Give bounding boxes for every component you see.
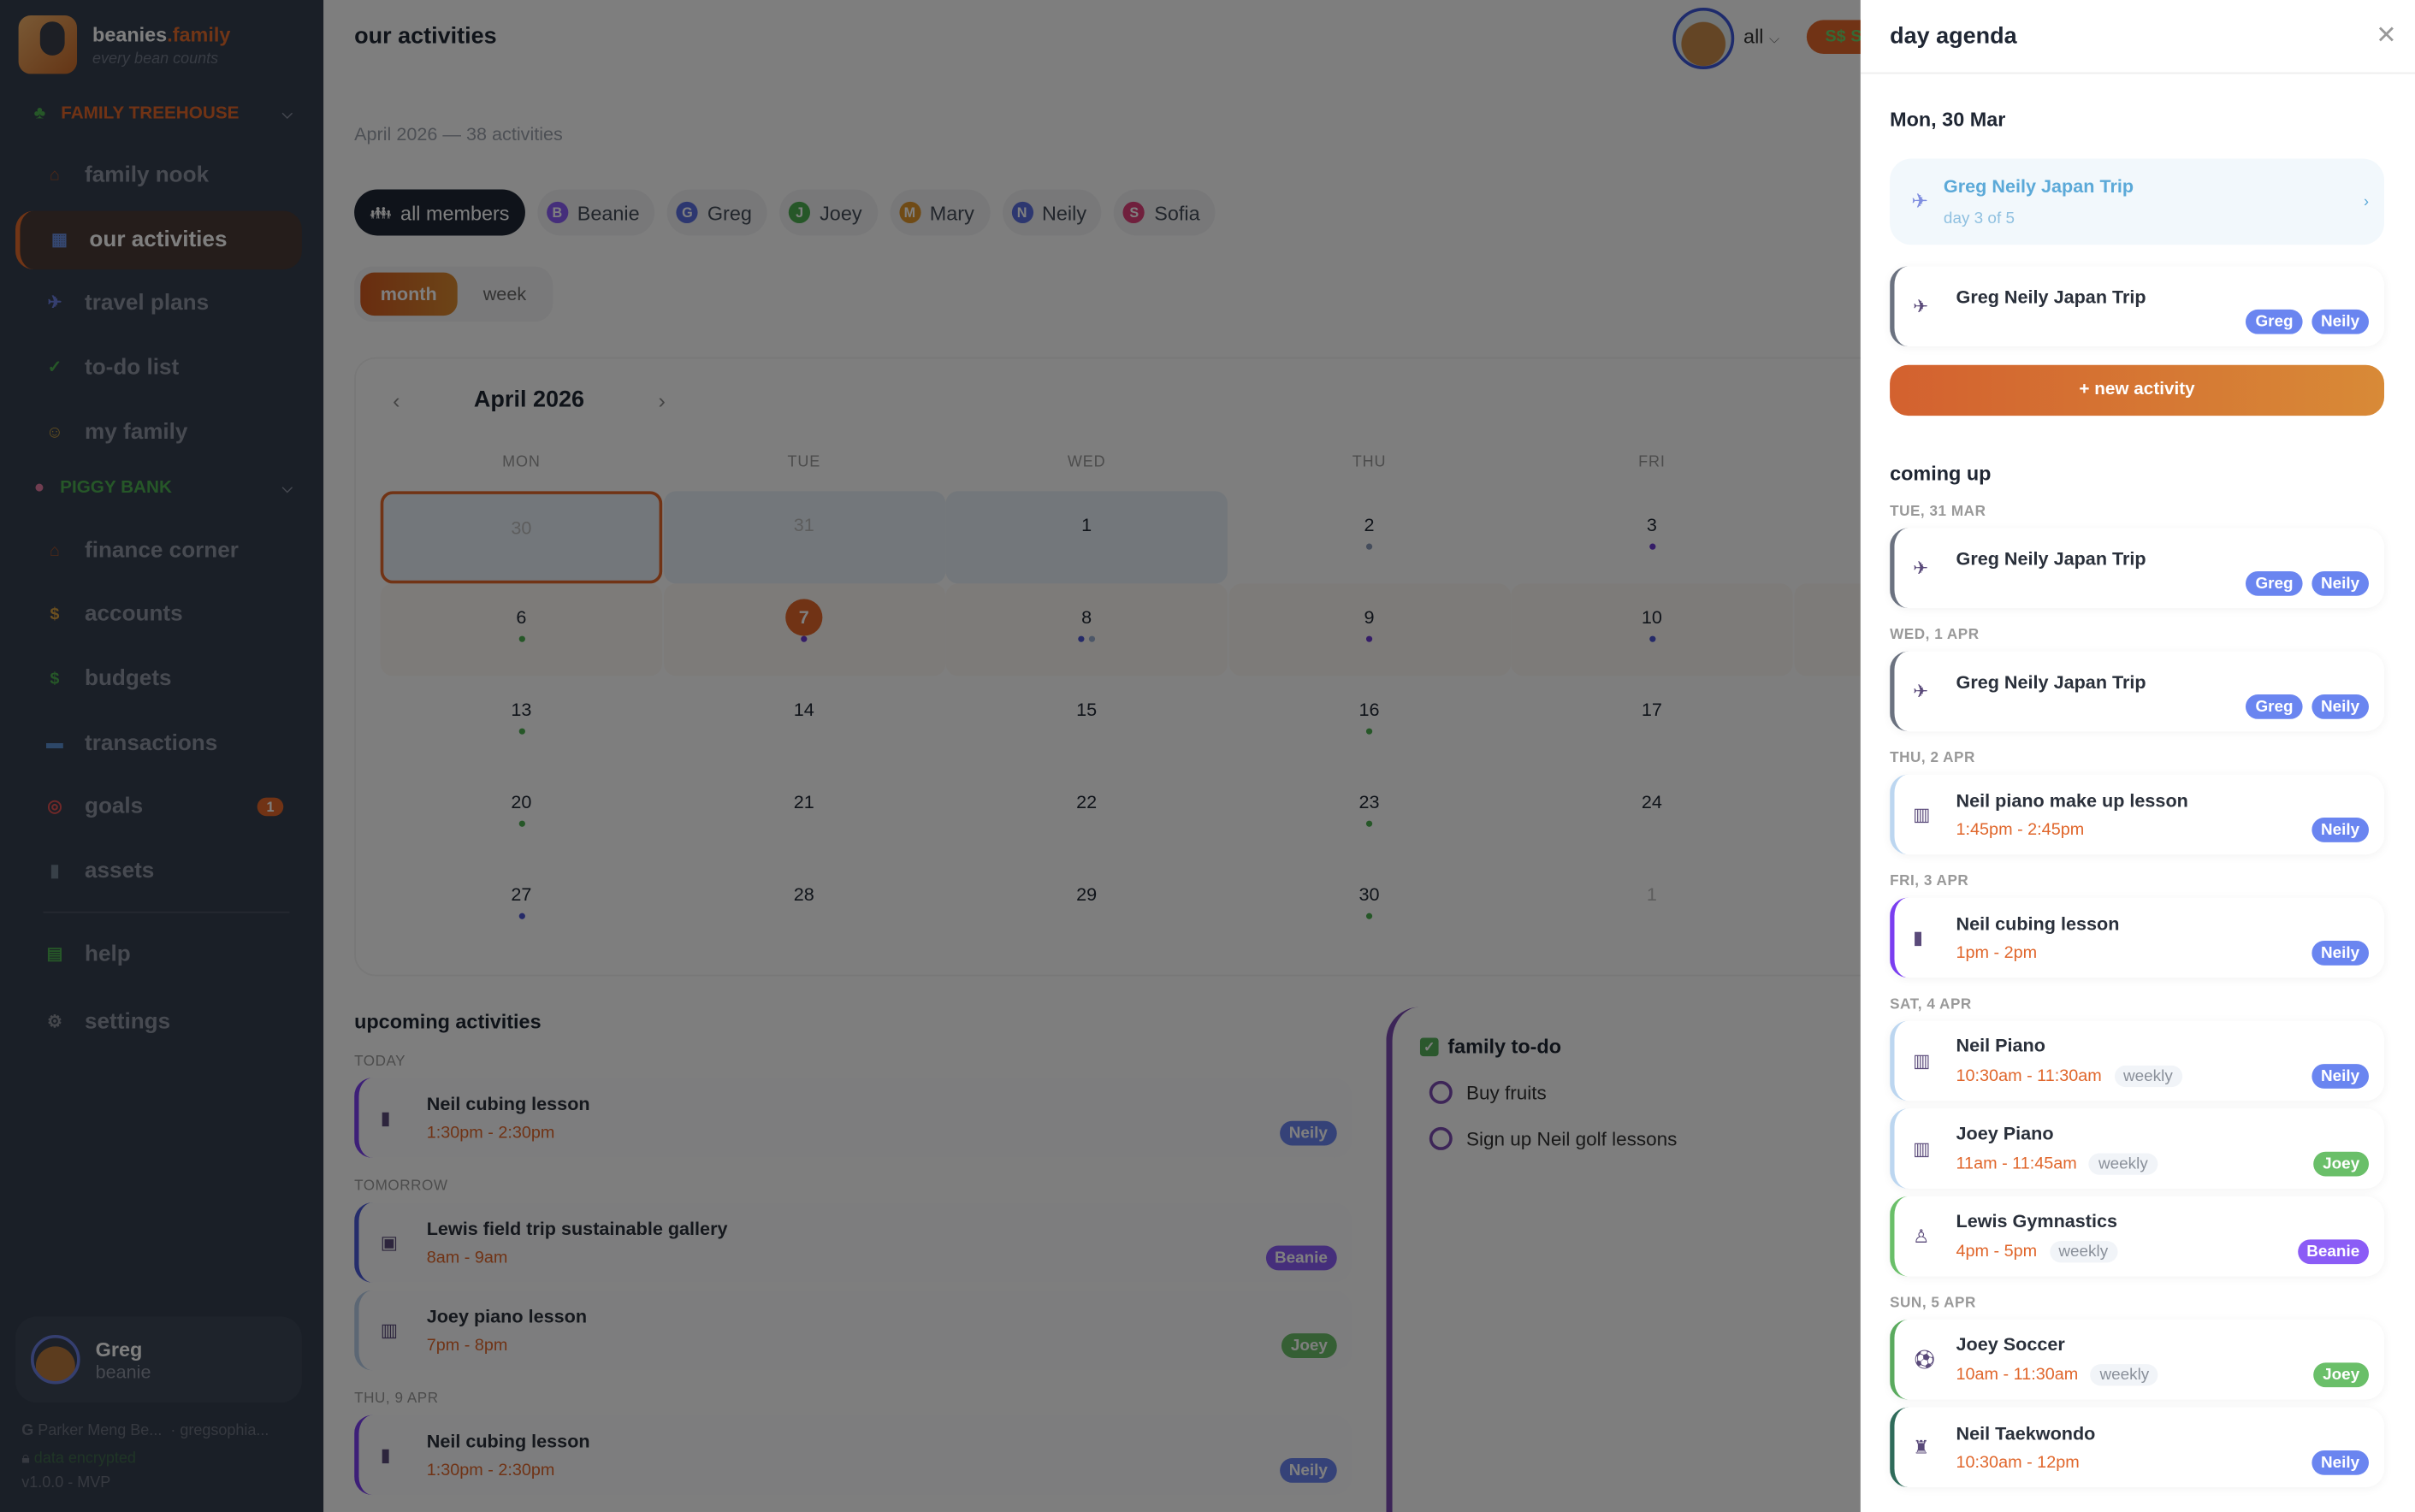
piano-icon: ▥ bbox=[1913, 1049, 1931, 1072]
activity-card[interactable]: ⚽ Joey Soccer 10am - 11:30am weekly Joey bbox=[1890, 1319, 2385, 1400]
activity-time: 1pm - 2pm bbox=[1956, 943, 2038, 963]
member-badge: Neily bbox=[2311, 1064, 2370, 1089]
activity-time: 1:45pm - 2:45pm bbox=[1956, 820, 2085, 840]
date-group-label: SUN, 5 APR bbox=[1890, 1295, 1976, 1312]
modal-backdrop[interactable] bbox=[0, 0, 1861, 1512]
member-badge: Neily bbox=[2311, 818, 2370, 842]
member-badge: Beanie bbox=[2297, 1239, 2370, 1265]
activity-name: Neil piano make up lesson bbox=[1956, 789, 2188, 812]
piano-icon: ▥ bbox=[1913, 803, 1931, 826]
day-agenda-panel: day agenda ✕ Mon, 30 Mar ✈ Greg Neily Ja… bbox=[1860, 0, 2415, 1512]
airplane-icon: ✈ bbox=[1913, 557, 1929, 579]
new-activity-button[interactable]: + new activity bbox=[1890, 364, 2385, 416]
date-group-label: TUE, 31 MAR bbox=[1890, 503, 1986, 521]
date-group-label: FRI, 3 APR bbox=[1890, 872, 1969, 890]
activity-name: Joey Piano bbox=[1956, 1122, 2054, 1144]
pinned-trip[interactable]: ✈ Greg Neily Japan Trip day 3 of 5 › bbox=[1890, 158, 2385, 245]
activity-card[interactable]: ✈ Greg Neily Japan Trip Greg Neily bbox=[1890, 266, 2385, 347]
activity-name: Greg Neily Japan Trip bbox=[1956, 670, 2146, 694]
chevron-right-icon: › bbox=[2363, 192, 2370, 210]
activity-card[interactable]: ▥ Neil piano make up lesson 1:45pm - 2:45p… bbox=[1890, 774, 2385, 855]
member-badge: Neily bbox=[2311, 694, 2370, 719]
activity-name: Greg Neily Japan Trip bbox=[1956, 286, 2146, 309]
soccer-ball-icon: ⚽ bbox=[1913, 1349, 1937, 1371]
panel-title: day agenda bbox=[1860, 0, 2415, 74]
activity-card[interactable]: ✈ Greg Neily Japan Trip Greg Neily bbox=[1890, 651, 2385, 732]
activity-card[interactable]: ✈ Greg Neily Japan Trip Greg Neily bbox=[1890, 528, 2385, 609]
activity-card[interactable]: ▮ Neil cubing lesson 1pm - 2pm Neily bbox=[1890, 897, 2385, 978]
martial-arts-uniform-icon: ♜ bbox=[1913, 1436, 1930, 1458]
activity-name: Greg Neily Japan Trip bbox=[1956, 547, 2146, 570]
activity-name: Neil Piano bbox=[1956, 1034, 2045, 1057]
activity-name: Neil Taekwondo bbox=[1956, 1422, 2096, 1444]
date-group-label: WED, 1 APR bbox=[1890, 626, 1980, 644]
activity-name: Lewis Gymnastics bbox=[1956, 1210, 2118, 1232]
member-badge: Greg bbox=[2246, 694, 2303, 719]
member-badge: Greg bbox=[2246, 570, 2303, 596]
recurrence-badge: weekly bbox=[2114, 1065, 2182, 1088]
member-badge: Neily bbox=[2311, 570, 2370, 596]
member-badge: Greg bbox=[2246, 309, 2303, 334]
close-icon[interactable]: ✕ bbox=[2376, 23, 2397, 50]
activity-card[interactable]: ▥ Joey Piano 11am - 11:45am weekly Joey bbox=[1890, 1108, 2385, 1189]
recurrence-badge: weekly bbox=[2090, 1364, 2159, 1386]
activity-card[interactable]: ▥ Neil Piano 10:30am - 11:30am weekly Neily bbox=[1890, 1020, 2385, 1102]
activity-time: 4pm - 5pm bbox=[1956, 1242, 2038, 1261]
recurrence-badge: weekly bbox=[2049, 1241, 2117, 1263]
activity-time: 10:30am - 12pm bbox=[1956, 1453, 2080, 1473]
airplane-icon: ✈ bbox=[1911, 189, 1928, 213]
airplane-icon: ✈ bbox=[1913, 295, 1929, 317]
pinned-trip-name: Greg Neily Japan Trip bbox=[1943, 175, 2134, 198]
activity-time: 10:30am - 11:30am bbox=[1956, 1066, 2102, 1086]
activity-card[interactable]: ♜ Neil Taekwondo 10:30am - 12pm Neily bbox=[1890, 1407, 2385, 1488]
activity-time: 10am - 11:30am bbox=[1956, 1365, 2079, 1385]
gymnast-icon: ♙ bbox=[1913, 1226, 1930, 1248]
activity-card[interactable]: ♙ Lewis Gymnastics 4pm - 5pm weekly Beanie bbox=[1890, 1196, 2385, 1277]
activity-time: 11am - 11:45am bbox=[1956, 1155, 2077, 1173]
piano-icon: ▥ bbox=[1913, 1137, 1931, 1160]
airplane-icon: ✈ bbox=[1913, 680, 1929, 702]
member-badge: Neily bbox=[2311, 1450, 2370, 1475]
date-group-label: THU, 2 APR bbox=[1890, 749, 1975, 767]
agenda-date: Mon, 30 Mar bbox=[1890, 108, 2006, 132]
member-badge: Joey bbox=[2313, 1362, 2370, 1388]
coming-up-title: coming up bbox=[1890, 462, 1992, 486]
member-badge: Neily bbox=[2311, 309, 2370, 334]
pinned-trip-progress: day 3 of 5 bbox=[1943, 209, 2015, 228]
activity-name: Joey Soccer bbox=[1956, 1333, 2065, 1355]
member-badge: Neily bbox=[2311, 941, 2370, 966]
date-group-label: SAT, 4 APR bbox=[1890, 995, 1972, 1013]
activity-name: Neil cubing lesson bbox=[1956, 913, 2120, 935]
member-badge: Joey bbox=[2313, 1151, 2370, 1177]
recurrence-badge: weekly bbox=[2089, 1153, 2158, 1175]
notebook-icon: ▮ bbox=[1913, 926, 1923, 949]
